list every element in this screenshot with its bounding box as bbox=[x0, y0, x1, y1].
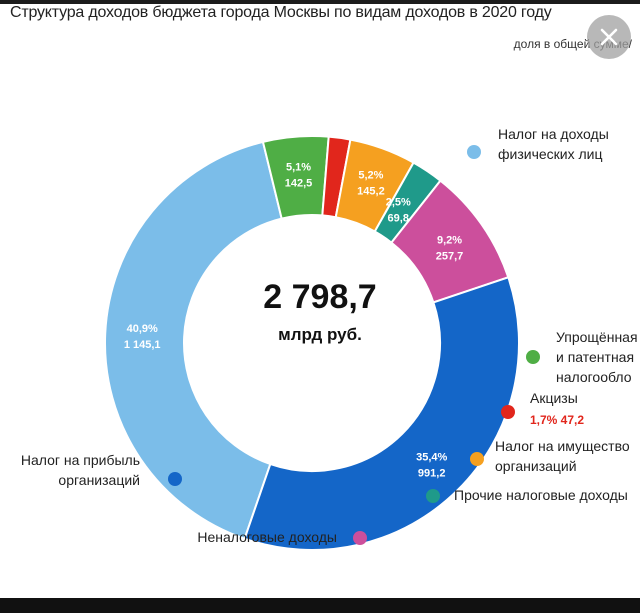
slice-value-label: 69,8 bbox=[388, 212, 409, 224]
center-unit: млрд руб. bbox=[278, 325, 362, 344]
close-button[interactable] bbox=[587, 15, 631, 59]
legend-label: и патентная bbox=[556, 349, 634, 365]
legend-marker bbox=[526, 350, 540, 364]
slice-percent-label: 5,2% bbox=[358, 169, 383, 181]
legend-value-label: 1,7% 47,2 bbox=[530, 413, 584, 427]
legend-label: Налог на доходы bbox=[498, 126, 609, 142]
slice-percent-label: 35,4% bbox=[416, 452, 447, 464]
slice-percent-label: 2,5% bbox=[386, 196, 411, 208]
donut-slice-6 bbox=[243, 276, 520, 551]
chart-title: Структура доходов бюджета города Москвы … bbox=[10, 4, 552, 21]
legend-label: физических лиц bbox=[498, 146, 603, 162]
slice-labels: 40,9% 1 145,1 5,1% 142,5 5,2% 145,22,5% 69,8 9,… bbox=[124, 162, 463, 480]
slice-value-label: 991,2 bbox=[418, 468, 446, 480]
legend-label: организаций bbox=[495, 458, 577, 474]
legend-label: Налог на прибыль bbox=[21, 452, 140, 468]
legend-marker bbox=[426, 489, 440, 503]
legend-label: Упрощённая bbox=[556, 329, 638, 345]
legend-label: Прочие налоговые доходы bbox=[454, 487, 628, 503]
legend-label: налогообло bbox=[556, 369, 632, 385]
donut-slice-0 bbox=[104, 140, 283, 540]
legend-label: Налог на имущество bbox=[495, 438, 630, 454]
center-total-group: 2 798,7 млрд руб. bbox=[263, 278, 376, 344]
bottom-bar bbox=[0, 598, 640, 613]
legend-marker bbox=[467, 145, 481, 159]
legend-marker bbox=[353, 531, 367, 545]
close-icon bbox=[600, 28, 618, 46]
slice-value-label: 145,2 bbox=[357, 185, 385, 197]
top-strip bbox=[0, 0, 640, 4]
slice-value-label: 1 145,1 bbox=[124, 339, 161, 351]
slice-value-label: 142,5 bbox=[285, 178, 313, 190]
legend-label: Неналоговые доходы bbox=[197, 529, 337, 545]
slice-percent-label: 40,9% bbox=[127, 323, 158, 335]
legend-marker bbox=[168, 472, 182, 486]
center-total: 2 798,7 bbox=[263, 278, 376, 316]
legend-marker bbox=[501, 405, 515, 419]
legend-label: организаций bbox=[58, 472, 140, 488]
slice-value-label: 257,7 bbox=[436, 250, 464, 262]
legend-marker bbox=[470, 452, 484, 466]
slice-percent-label: 5,1% bbox=[286, 162, 311, 174]
donut-ring bbox=[104, 135, 520, 551]
legend: Налог на доходы физических лиц Упрощённая и… bbox=[21, 126, 638, 545]
slice-percent-label: 9,2% bbox=[437, 234, 462, 246]
legend-label: Акцизы bbox=[530, 390, 578, 406]
